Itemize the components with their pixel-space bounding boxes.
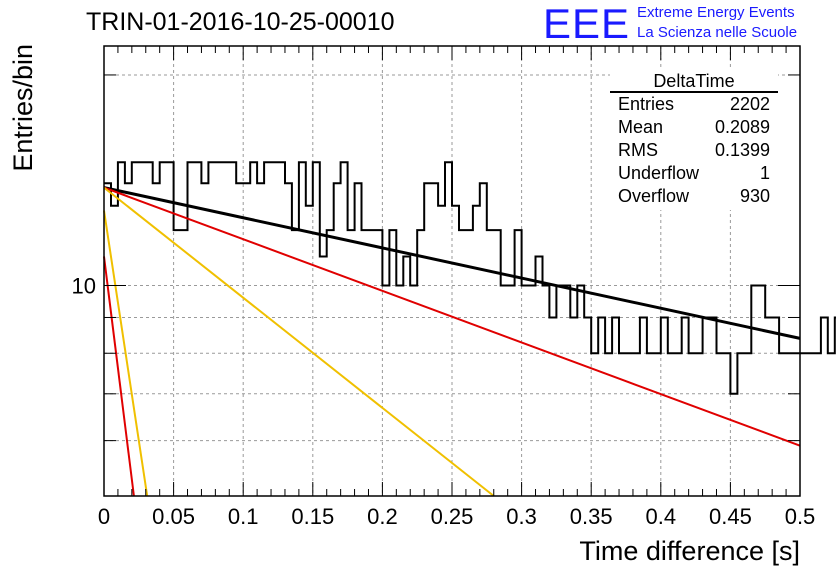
stats-box <box>610 70 778 210</box>
stats-value: 0.2089 <box>715 117 770 137</box>
histogram-bars <box>104 161 836 395</box>
y-axis-label: Entries/bin <box>8 44 38 172</box>
logo-line-1: Extreme Energy Events <box>637 4 795 21</box>
eee-logo: EEE <box>543 0 631 47</box>
fit-line-3 <box>103 186 495 497</box>
stats-label: Underflow <box>618 163 700 183</box>
y-tick-label: 10 <box>72 273 96 298</box>
stats-label: Entries <box>618 94 674 114</box>
x-tick-label: 0 <box>98 504 110 529</box>
fit-line-5 <box>103 210 149 497</box>
logo-line-2: La Scienza nelle Scuole <box>637 24 798 41</box>
stats-value: 2202 <box>730 94 770 114</box>
stats-value: 0.1399 <box>715 140 770 160</box>
stats-label: Overflow <box>618 186 690 206</box>
stats-title: DeltaTime <box>653 71 734 91</box>
stats-value: 1 <box>760 163 770 183</box>
x-tick-label: 0.4 <box>646 504 677 529</box>
x-tick-label: 0.35 <box>570 504 613 529</box>
x-tick-label: 0.15 <box>291 504 334 529</box>
x-tick-label: 0.05 <box>152 504 195 529</box>
x-tick-label: 0.2 <box>367 504 398 529</box>
x-tick-label: 0.3 <box>506 504 537 529</box>
x-axis-label: Time difference [s] <box>579 536 800 566</box>
fit-line-1 <box>103 186 801 340</box>
chart-title: TRIN-01-2016-10-25-00010 <box>86 8 395 36</box>
x-tick-label: 0.25 <box>431 504 474 529</box>
x-tick-label: 0.5 <box>785 504 816 529</box>
fit-line-2 <box>103 186 801 447</box>
stats-label: RMS <box>618 140 658 160</box>
stats-value: 930 <box>740 186 770 206</box>
stats-label: Mean <box>618 117 663 137</box>
x-tick-label: 0.45 <box>709 504 752 529</box>
fit-line-4 <box>103 256 135 497</box>
x-tick-label: 0.1 <box>228 504 259 529</box>
